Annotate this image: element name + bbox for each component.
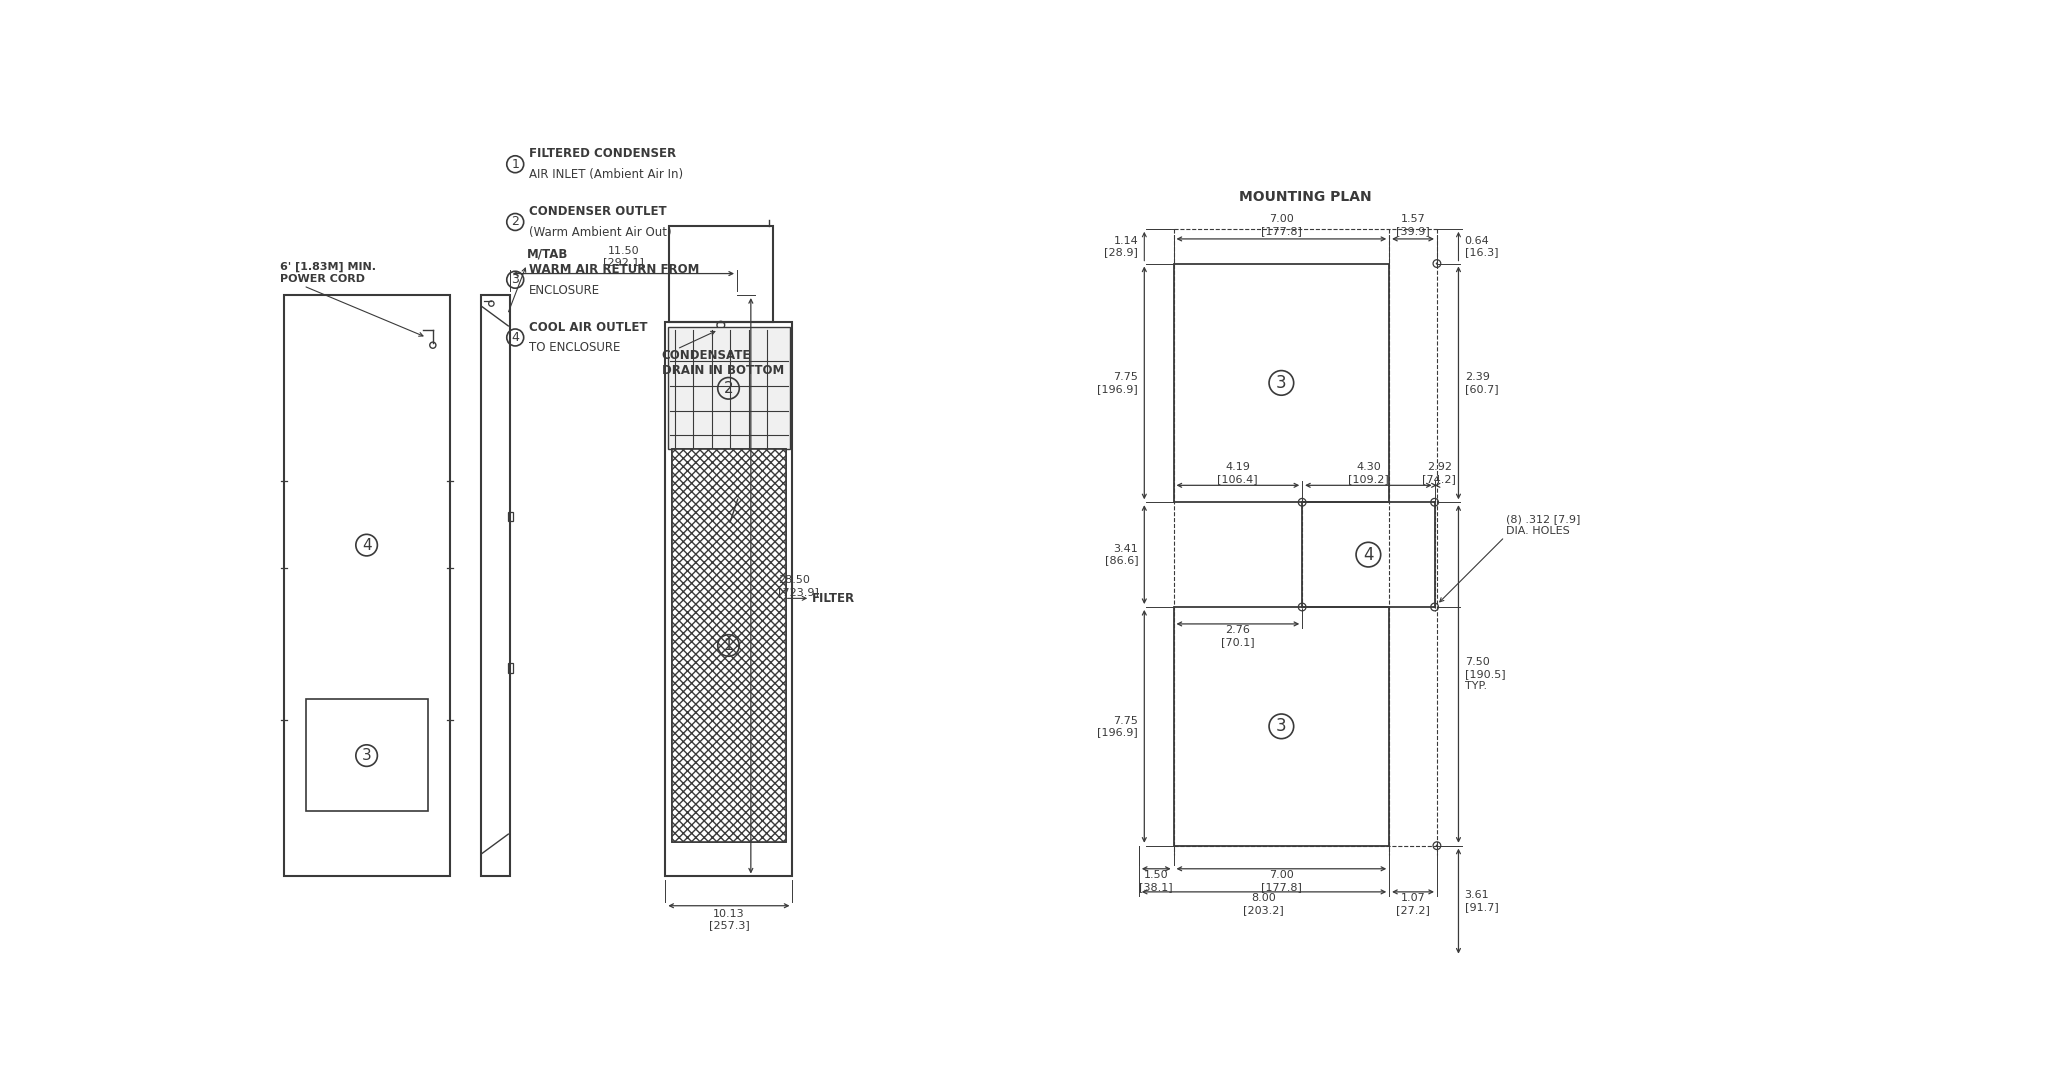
Text: FILTERED CONDENSER: FILTERED CONDENSER <box>528 147 676 160</box>
Text: 6' [1.83M] MIN.
POWER CORD: 6' [1.83M] MIN. POWER CORD <box>281 261 377 284</box>
Text: 1.14
[28.9]: 1.14 [28.9] <box>1104 236 1139 257</box>
Circle shape <box>1434 606 1436 608</box>
Text: FILTER: FILTER <box>811 592 854 605</box>
Circle shape <box>1300 606 1303 608</box>
Text: 1.50
[38.1]: 1.50 [38.1] <box>1139 871 1174 892</box>
Bar <box>285 296 451 876</box>
Text: MOUNTING PLAN: MOUNTING PLAN <box>1239 190 1372 204</box>
Text: AIR INLET (Ambient Air In): AIR INLET (Ambient Air In) <box>528 169 684 181</box>
Text: 7.75
[196.9]: 7.75 [196.9] <box>1098 372 1139 394</box>
Text: 2.76
[70.1]: 2.76 [70.1] <box>1221 625 1253 647</box>
Bar <box>305 699 428 811</box>
Circle shape <box>1300 501 1303 504</box>
Text: 4: 4 <box>362 538 371 553</box>
Text: WARM AIR RETURN FROM: WARM AIR RETURN FROM <box>528 262 700 276</box>
Text: CONDENSATE
DRAIN IN BOTTOM: CONDENSATE DRAIN IN BOTTOM <box>662 349 784 377</box>
Text: 1: 1 <box>723 638 733 653</box>
Bar <box>672 449 786 842</box>
Text: 0.64
[16.3]: 0.64 [16.3] <box>1464 236 1499 257</box>
Circle shape <box>1434 501 1436 504</box>
Text: 11.50
[292.1]: 11.50 [292.1] <box>602 245 643 268</box>
Circle shape <box>1436 844 1438 847</box>
Text: TO ENCLOSURE: TO ENCLOSURE <box>528 341 621 354</box>
Text: 3: 3 <box>512 273 518 286</box>
Bar <box>1174 607 1389 846</box>
Text: 1.07
[27.2]: 1.07 [27.2] <box>1397 893 1430 915</box>
Text: 3.61
[91.7]: 3.61 [91.7] <box>1464 890 1499 912</box>
Text: 4: 4 <box>512 331 518 344</box>
Text: 7.75
[196.9]: 7.75 [196.9] <box>1098 716 1139 737</box>
Text: (8) .312 [7.9]
DIA. HOLES: (8) .312 [7.9] DIA. HOLES <box>1505 514 1581 536</box>
Text: 1.57
[39.9]: 1.57 [39.9] <box>1397 214 1430 236</box>
Bar <box>672 449 786 842</box>
Bar <box>508 664 512 672</box>
Text: 2.92
[74.2]: 2.92 [74.2] <box>1421 462 1456 483</box>
Text: CONDENSER OUTLET: CONDENSER OUTLET <box>528 205 668 218</box>
Bar <box>481 296 510 876</box>
Text: 8.00
[203.2]: 8.00 [203.2] <box>1243 893 1284 915</box>
Bar <box>670 226 774 322</box>
Bar <box>668 328 791 449</box>
Text: 4: 4 <box>1364 545 1374 563</box>
Text: 7.00
[177.8]: 7.00 [177.8] <box>1262 214 1303 236</box>
Text: (Warm Ambient Air Out): (Warm Ambient Air Out) <box>528 226 672 239</box>
Text: 10.13
[257.3]: 10.13 [257.3] <box>709 909 750 930</box>
Text: 28.50
[723.9]: 28.50 [723.9] <box>778 575 819 596</box>
Text: ENCLOSURE: ENCLOSURE <box>528 284 600 297</box>
Text: 2.39
[60.7]: 2.39 [60.7] <box>1464 372 1499 394</box>
Bar <box>1174 264 1389 503</box>
Text: 3.41
[86.6]: 3.41 [86.6] <box>1104 544 1139 566</box>
Circle shape <box>1436 262 1438 265</box>
Bar <box>666 322 793 876</box>
Text: 1: 1 <box>512 158 518 171</box>
Text: 2: 2 <box>512 216 518 228</box>
Text: 2: 2 <box>723 381 733 396</box>
Text: 4.30
[109.2]: 4.30 [109.2] <box>1348 462 1389 483</box>
Text: M/TAB: M/TAB <box>526 248 567 260</box>
Text: COOL AIR OUTLET: COOL AIR OUTLET <box>528 320 647 334</box>
Text: 7.50
[190.5]
TYP.: 7.50 [190.5] TYP. <box>1464 657 1505 690</box>
Bar <box>508 512 512 522</box>
Bar <box>1303 503 1434 607</box>
Text: 4.19
[106.4]: 4.19 [106.4] <box>1217 462 1257 483</box>
Text: 3: 3 <box>1276 373 1286 392</box>
Text: 3: 3 <box>1276 717 1286 735</box>
Text: 7.00
[177.8]: 7.00 [177.8] <box>1262 871 1303 892</box>
Text: 3: 3 <box>362 748 371 763</box>
